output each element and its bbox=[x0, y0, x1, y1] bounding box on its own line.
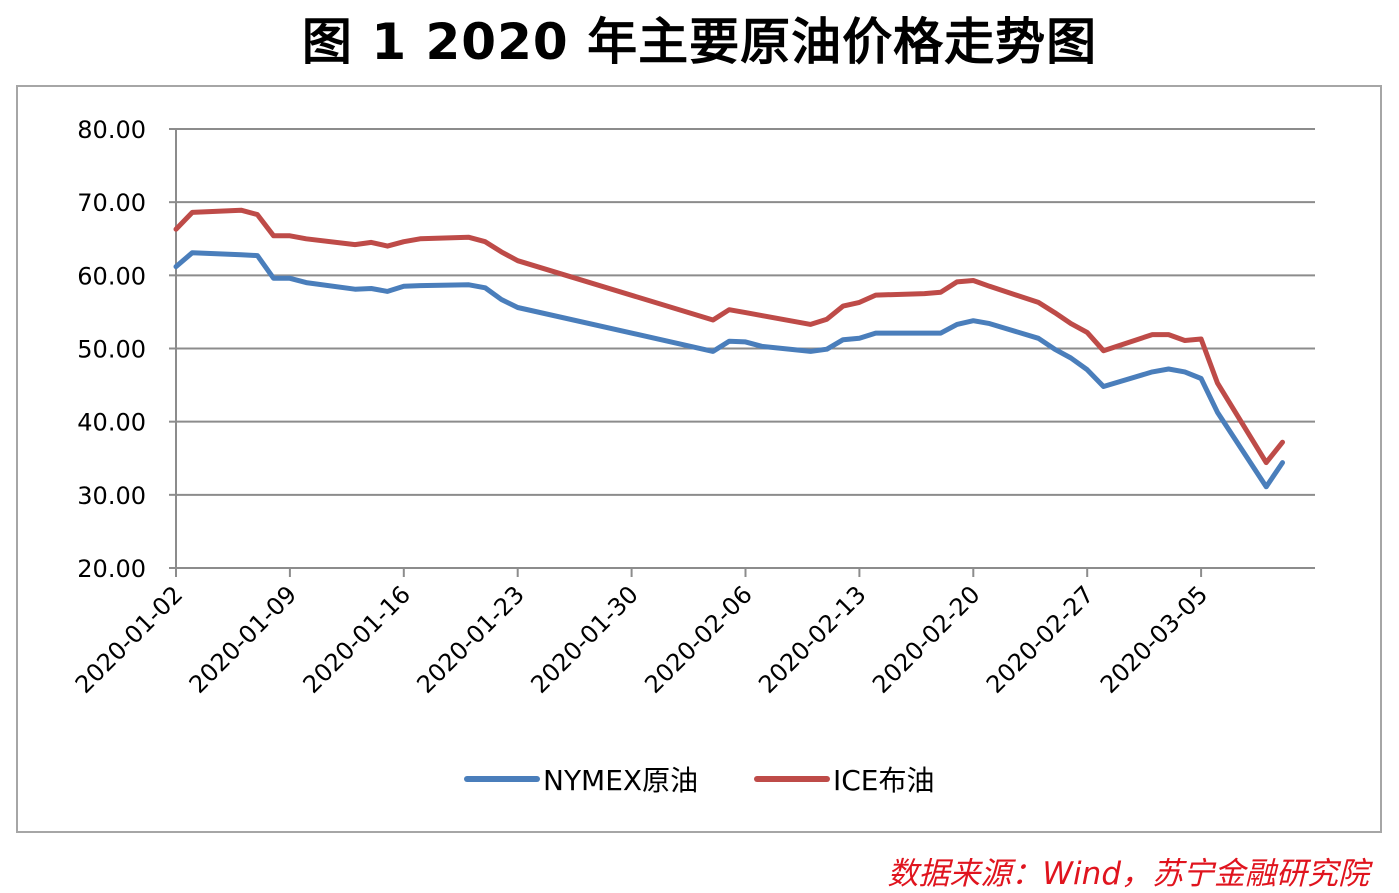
y-tick-label: 50.00 bbox=[77, 336, 146, 364]
y-tick-label: 30.00 bbox=[77, 482, 146, 510]
y-axis: 20.00 30.00 40.00 50.00 60.00 70.00 80.00 bbox=[77, 116, 177, 583]
legend-label-2: ICE布油 bbox=[833, 764, 935, 797]
y-tick-label: 40.00 bbox=[77, 409, 146, 437]
legend: NYMEX原油 ICE布油 bbox=[464, 764, 935, 797]
chart-title: 图 1 2020 年主要原油价格走势图 bbox=[301, 13, 1098, 71]
series-line-2 bbox=[173, 207, 1285, 466]
x-tick-label: 2020-01-23 bbox=[412, 580, 530, 698]
y-tick-label: 20.00 bbox=[77, 555, 146, 583]
x-axis: 2020-01-022020-01-092020-01-162020-01-23… bbox=[70, 568, 1213, 699]
series-line-1 bbox=[173, 250, 1285, 490]
legend-label-1: NYMEX原油 bbox=[543, 764, 698, 797]
x-tick-label: 2020-02-06 bbox=[639, 580, 757, 698]
x-tick-label: 2020-01-16 bbox=[298, 580, 416, 698]
data-source-note: 数据来源：Wind，苏宁金融研究院 bbox=[887, 856, 1369, 892]
gridlines bbox=[176, 128, 1315, 569]
x-tick-label: 2020-01-09 bbox=[184, 580, 302, 698]
y-tick-label: 60.00 bbox=[77, 262, 146, 290]
y-tick-label: 80.00 bbox=[77, 116, 146, 144]
x-tick-label: 2020-01-30 bbox=[525, 580, 643, 698]
series-lines bbox=[173, 207, 1285, 490]
y-tick-label: 70.00 bbox=[77, 189, 146, 217]
x-tick-label: 2020-02-13 bbox=[753, 580, 871, 698]
x-tick-label: 2020-01-02 bbox=[70, 580, 188, 698]
x-tick-label: 2020-02-27 bbox=[981, 580, 1099, 698]
x-tick-label: 2020-02-20 bbox=[867, 580, 985, 698]
x-tick-label: 2020-03-05 bbox=[1095, 580, 1213, 698]
